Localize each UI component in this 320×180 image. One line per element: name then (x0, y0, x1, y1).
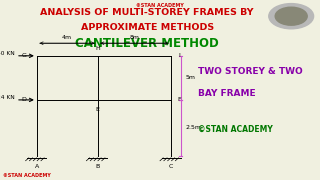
Text: APPROXIMATE METHODS: APPROXIMATE METHODS (81, 22, 214, 32)
Text: I: I (178, 53, 180, 58)
Text: 24 KN: 24 KN (0, 95, 14, 100)
Text: 40 KN: 40 KN (0, 51, 14, 56)
Text: CANTILEVER METHOD: CANTILEVER METHOD (75, 37, 219, 50)
Text: 8m: 8m (129, 35, 140, 40)
Text: E: E (96, 107, 100, 112)
Text: ©STAN ACADEMY: ©STAN ACADEMY (136, 3, 184, 8)
Text: B: B (95, 164, 100, 169)
Circle shape (269, 4, 314, 29)
Text: ©STAN ACADEMY: ©STAN ACADEMY (3, 173, 51, 178)
Text: 2.5m: 2.5m (186, 125, 202, 130)
Text: TWO STOREY & TWO: TWO STOREY & TWO (198, 68, 303, 76)
Text: BAY FRAME: BAY FRAME (198, 89, 256, 98)
Text: 5m: 5m (186, 75, 196, 80)
Text: ©STAN ACADEMY: ©STAN ACADEMY (198, 125, 273, 134)
Text: F: F (177, 97, 181, 102)
Text: A: A (35, 164, 39, 169)
Text: ANALYSIS OF MULTI-STOREY FRAMES BY: ANALYSIS OF MULTI-STOREY FRAMES BY (40, 8, 254, 17)
Text: 4m: 4m (62, 35, 72, 40)
Text: H: H (95, 46, 100, 51)
Text: D: D (21, 97, 27, 102)
Circle shape (275, 7, 307, 25)
Text: C: C (169, 164, 173, 169)
Text: G: G (21, 53, 27, 58)
